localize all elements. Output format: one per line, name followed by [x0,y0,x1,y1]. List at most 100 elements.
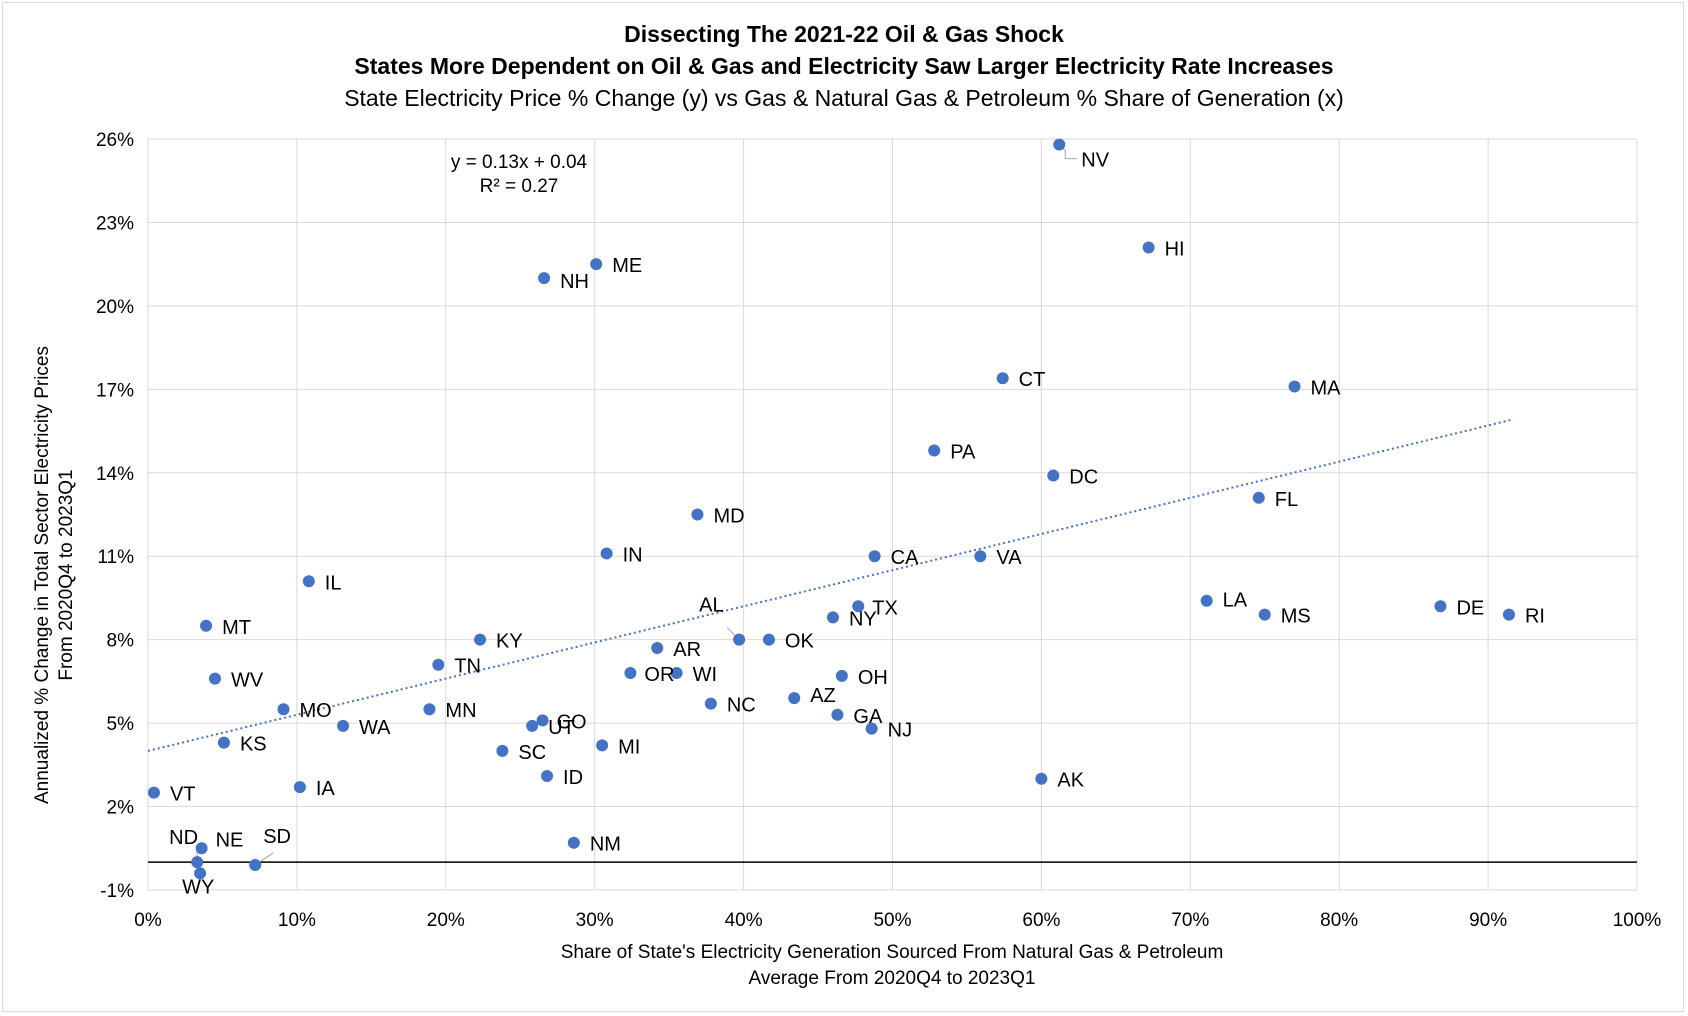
data-point-al [733,633,746,646]
point-label-nc: NC [727,695,756,717]
x-tick-label: 0% [134,910,162,931]
x-tick-label: 30% [576,910,614,931]
point-label-mo: MO [299,700,331,722]
point-label-vt: VT [170,784,196,806]
point-label-sc: SC [518,742,546,764]
chart-title-line-2: States More Dependent on Oil & Gas and E… [354,53,1333,79]
data-point-ma [1288,380,1301,393]
point-label-dc: DC [1069,467,1098,489]
y-tick-label: 20% [96,297,134,318]
chart-title-line-1: Dissecting The 2021-22 Oil & Gas Shock [624,21,1064,47]
y-tick-label: 17% [96,380,134,401]
point-label-ct: CT [1019,369,1046,391]
x-tick-label: 60% [1022,910,1060,931]
point-label-ks: KS [240,734,267,756]
data-point-oh [835,669,848,682]
point-label-co: CO [557,711,587,733]
point-label-ny: NY [849,608,877,630]
point-label-me: ME [612,255,642,277]
point-label-sd: SD [263,826,291,848]
data-point-ks [217,736,230,749]
data-point-fl [1252,491,1265,504]
point-label-ia: IA [316,778,336,800]
y-axis-label-line-1: Annualized % Change in Total Sector Elec… [32,346,53,804]
data-point-la [1200,594,1213,607]
data-point-tx [852,600,865,613]
trendline-equation: y = 0.13x + 0.04 [451,152,588,173]
x-tick-label: 80% [1320,910,1358,931]
point-label-nd: ND [169,827,198,849]
x-tick-label: 10% [278,910,316,931]
point-label-nj: NJ [888,720,912,742]
data-point-ar [651,642,664,655]
point-label-ga: GA [853,706,883,728]
trendline [147,419,1511,752]
point-label-md: MD [713,506,744,528]
data-point-ny [826,611,839,624]
point-label-pa: PA [950,442,976,464]
data-point-mn [423,703,436,716]
data-point-pa [928,444,941,457]
data-point-va [974,550,987,563]
point-label-nm: NM [590,834,621,856]
y-axis-label-line-2: From 2020Q4 to 2023Q1 [56,469,77,680]
data-point-ut [526,719,539,732]
point-label-tx: TX [872,597,898,619]
data-point-ct [996,372,1009,385]
x-tick-label: 40% [725,910,763,931]
point-label-az: AZ [810,685,836,707]
point-label-wy: WY [182,876,214,898]
y-tick-label: -1% [100,881,134,902]
data-point-ne [195,842,208,855]
x-tick-label: 20% [427,910,465,931]
point-label-ri: RI [1525,606,1545,628]
data-point-mo [277,703,290,716]
y-tick-label: 26% [96,130,134,151]
point-label-al: AL [699,595,723,617]
data-point-wv [209,672,222,685]
data-points [147,138,1515,880]
y-tick-label: 11% [97,547,134,568]
y-tick-label: 2% [107,798,135,819]
y-tick-label: 23% [96,213,134,234]
point-label-nh: NH [560,271,589,293]
data-point-nh [538,272,551,285]
data-point-mi [596,739,609,752]
data-point-ia [293,781,306,794]
point-label-wi: WI [693,664,717,686]
data-point-nm [567,836,580,849]
point-label-la: LA [1223,590,1248,612]
point-label-nv: NV [1081,150,1109,172]
data-point-sd [249,858,262,871]
data-point-wa [337,719,350,732]
data-point-nc [704,697,717,710]
point-label-ak: AK [1057,770,1084,792]
data-point-ak [1035,772,1048,785]
x-tick-label: 100% [1613,910,1662,931]
point-label-id: ID [563,767,583,789]
x-axis-label-line-2: Average From 2020Q4 to 2023Q1 [749,968,1036,989]
data-point-tn [432,658,445,671]
data-point-nd [191,856,204,869]
data-point-or [624,667,637,680]
point-label-ut: UT [548,717,575,739]
data-point-il [302,575,315,588]
data-point-ky [474,633,487,646]
data-point-hi [1142,241,1155,254]
x-axis-label-line-1: Share of State's Electricity Generation … [561,942,1224,963]
data-point-az [788,692,801,705]
point-label-mt: MT [222,617,251,639]
point-label-fl: FL [1275,489,1298,511]
point-label-hi: HI [1165,238,1185,260]
point-label-il: IL [325,572,342,594]
data-point-dc [1047,469,1060,482]
gridlines [147,138,1638,891]
point-label-de: DE [1456,597,1484,619]
data-point-sc [496,744,509,757]
trendline-group [147,419,1511,752]
data-point-nj [865,722,878,735]
data-point-ok [762,633,775,646]
point-label-or: OR [644,664,674,686]
point-label-mi: MI [618,736,640,758]
